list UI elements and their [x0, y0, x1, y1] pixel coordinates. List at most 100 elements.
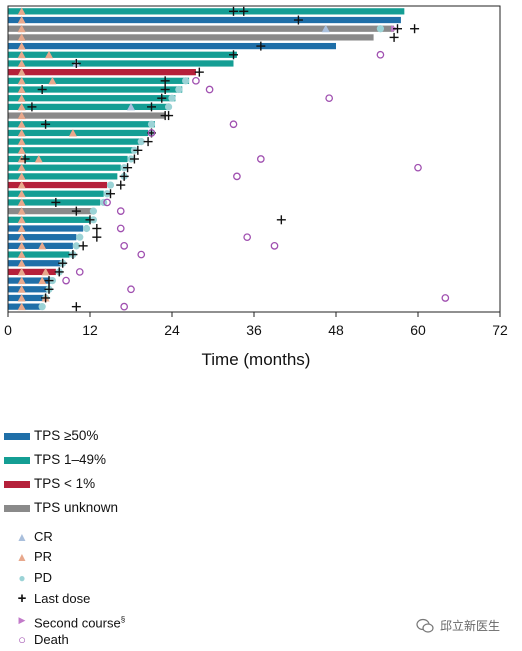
legend-label-cr: CR: [34, 529, 53, 544]
legend-label-second-course-text: Second course: [34, 615, 121, 631]
pr-marker: [17, 50, 26, 59]
patient-bar: [8, 181, 108, 189]
pd-marker: [168, 94, 176, 102]
pr-marker: [17, 76, 26, 85]
death-marker: [205, 85, 214, 94]
legend-label-tps-unknown: TPS unknown: [34, 500, 119, 515]
pd-marker: [376, 25, 385, 33]
pr-marker: [17, 198, 26, 206]
wechat-icon: [416, 618, 434, 633]
pr-marker: [17, 68, 26, 76]
pr-marker: [45, 50, 53, 59]
patient-bar: [8, 225, 84, 232]
patient-bar: [8, 190, 104, 197]
death-marker: [233, 172, 241, 181]
death-marker: [120, 302, 129, 311]
pr-marker: [17, 146, 26, 154]
patient-bar: [8, 34, 374, 41]
pr-triangle-icon: ▲: [16, 550, 28, 564]
patient-bar: [8, 95, 176, 102]
x-tick-label: 60: [410, 322, 426, 338]
death-marker: [116, 224, 125, 233]
legend-label-tps-mid: TPS 1–49%: [34, 452, 107, 467]
patient-bar: [8, 173, 118, 180]
swimmer-chart: 0 12 24 36 48 60 72 Time (months): [4, 5, 508, 369]
patient-bar: [8, 216, 90, 223]
pd-marker: [76, 233, 84, 241]
death-marker: [325, 94, 334, 103]
pr-marker: [17, 172, 26, 180]
patient-bar: [8, 25, 395, 32]
patient-bar: [8, 60, 234, 67]
second-course-arrow-icon: ▶: [18, 615, 26, 625]
death-marker: [75, 268, 84, 276]
pr-marker: [17, 111, 26, 120]
watermark: 邱立新医生: [416, 614, 520, 638]
patient-bar: [8, 86, 183, 93]
pr-marker: [17, 250, 26, 259]
patient-bar: [8, 42, 336, 50]
pd-marker: [147, 120, 156, 128]
pr-marker: [17, 94, 26, 102]
pr-marker: [17, 267, 26, 276]
patient-bar: [8, 303, 43, 310]
legend-label-second-course-footnote: §: [120, 615, 126, 624]
patient-bar: [8, 164, 121, 171]
x-tick-label: 24: [164, 322, 180, 338]
x-tick-label: 0: [4, 322, 12, 338]
pr-marker: [38, 241, 47, 250]
x-tick-label: 72: [492, 322, 508, 338]
legend-label-pr: PR: [34, 549, 53, 564]
pr-marker: [17, 128, 26, 137]
legend-swatch-tps-low: [4, 481, 30, 488]
pr-marker: [17, 102, 26, 111]
death-marker: [116, 207, 125, 215]
pd-marker: [89, 207, 98, 215]
pd-circle-icon: ●: [18, 571, 26, 585]
patient-bar: [8, 138, 142, 145]
pr-marker: [17, 42, 26, 50]
death-marker: [256, 155, 265, 163]
pd-marker: [72, 242, 80, 250]
legend-swatch-tps-mid: [4, 457, 30, 464]
pd-marker: [106, 181, 115, 189]
last-dose-plus-icon: +: [17, 590, 27, 607]
watermark-text: 邱立新医生: [440, 619, 501, 633]
death-marker: [270, 242, 279, 250]
patient-bar: [8, 268, 56, 276]
pr-marker: [17, 7, 26, 15]
pr-marker: [17, 137, 26, 146]
patient-bar: [8, 286, 49, 293]
death-circle-icon: ○: [18, 632, 26, 647]
pr-marker: [48, 76, 57, 85]
legend-label-death: Death: [34, 632, 69, 647]
patient-bar: [8, 51, 237, 58]
pd-marker: [137, 138, 145, 146]
pr-marker: [17, 302, 26, 311]
cr-triangle-icon: ▲: [16, 530, 28, 544]
cr-marker: [321, 24, 330, 33]
pd-marker: [182, 77, 190, 85]
patient-bar: [8, 77, 190, 84]
pd-marker: [38, 303, 46, 311]
death-marker: [147, 129, 156, 137]
death-marker: [120, 242, 129, 250]
legend-swatch-tps-unknown: [4, 505, 30, 512]
death-marker: [243, 233, 252, 242]
x-tick-label: 12: [82, 322, 98, 338]
death-marker: [441, 294, 450, 302]
legend-swatch-tps-high: [4, 433, 30, 440]
patient-bar: [8, 207, 94, 215]
pr-marker: [17, 33, 26, 41]
swimmer-plot-svg: 0 12 24 36 48 60 72 Time (months): [4, 5, 508, 369]
death-marker: [192, 76, 200, 85]
pr-marker: [17, 24, 26, 33]
pr-marker: [17, 233, 26, 241]
pr-marker: [17, 215, 26, 224]
death-marker: [229, 120, 238, 129]
patient-bar: [8, 251, 70, 258]
pr-marker: [17, 189, 26, 198]
pr-marker: [38, 276, 47, 285]
legend-label-last-dose: Last dose: [34, 591, 91, 606]
patient-bar: [8, 147, 135, 154]
